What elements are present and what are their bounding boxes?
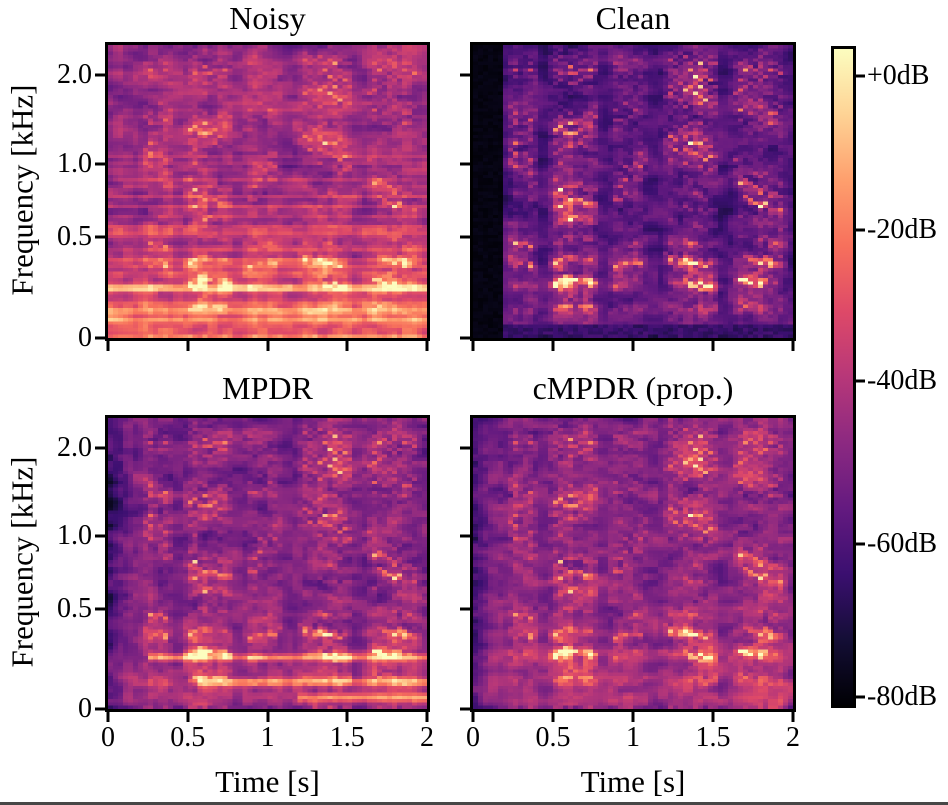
x-tick-mark	[791, 712, 795, 722]
y-tick-mark	[460, 607, 470, 611]
x-tick-mark	[345, 712, 349, 722]
panel-title-cmpdr: cMPDR (prop.)	[532, 370, 734, 406]
colorbar-tick-label: -20dB	[867, 214, 937, 246]
x-tick-mark	[471, 712, 475, 722]
x-tick-label: 0	[101, 722, 115, 753]
x-tick-label: 1	[626, 722, 640, 753]
y-tick-mark	[460, 162, 470, 166]
y-tick-mark	[460, 707, 470, 711]
y-tick-label: 0	[78, 322, 92, 353]
x-tick-mark	[186, 712, 190, 722]
figure-bottom-rule	[0, 802, 948, 805]
y-tick-label: 0	[78, 693, 92, 724]
y-tick-label: 0.5	[57, 592, 92, 624]
x-tick-mark	[425, 712, 429, 722]
spectrogram-canvas-cmpdr	[473, 418, 793, 709]
y-tick-mark	[460, 534, 470, 538]
y-tick-mark	[95, 73, 105, 77]
panel-title-clean: Clean	[595, 0, 671, 36]
panel-title-mpdr: MPDR	[222, 370, 313, 406]
y-tick-mark	[95, 162, 105, 166]
y-tick-label: 1.0	[57, 147, 92, 179]
y-axis-label-top-row: Frequency [kHz]	[4, 84, 40, 296]
y-axis-label-bottom-row: Frequency [kHz]	[4, 456, 40, 668]
colorbar-tick-label: -60dB	[867, 528, 937, 560]
x-axis-label-right-column: Time [s]	[580, 764, 686, 799]
y-tick-mark	[460, 446, 470, 450]
x-tick-mark	[106, 712, 110, 722]
x-tick-mark	[471, 341, 475, 351]
x-tick-mark	[551, 341, 555, 351]
x-tick-label: 1.5	[329, 722, 365, 753]
plot-area-cmpdr: 0 0.5 1 1.5 2	[460, 415, 800, 752]
plot-area-clean	[460, 42, 796, 351]
colorbar-tick-mark	[856, 74, 865, 78]
colorbar-tick-mark	[856, 228, 865, 232]
x-axis-label-left-column: Time [s]	[215, 764, 320, 799]
colorbar-tick-label: -80dB	[867, 681, 937, 713]
x-tick-label: 0.5	[170, 722, 206, 753]
x-tick-mark	[711, 341, 715, 351]
y-tick-mark	[460, 235, 470, 239]
x-tick-label: 2	[420, 722, 434, 753]
x-tick-mark	[711, 712, 715, 722]
x-tick-mark	[551, 712, 555, 722]
spectrogram-canvas-mpdr	[108, 418, 427, 709]
x-tick-mark	[266, 341, 269, 351]
x-tick-label: 1.5	[695, 722, 731, 753]
x-tick-label: 0	[466, 722, 480, 753]
x-tick-mark	[345, 341, 349, 351]
y-tick-mark	[95, 235, 105, 239]
x-tick-mark	[425, 341, 429, 351]
x-tick-mark	[186, 341, 190, 351]
x-tick-mark	[791, 341, 795, 351]
spectrogram-canvas-clean	[473, 45, 793, 338]
colorbar-tick-label: -40dB	[867, 364, 937, 396]
y-tick-mark	[95, 446, 105, 450]
panel-title-noisy: Noisy	[229, 0, 306, 36]
y-tick-label: 1.0	[57, 519, 92, 551]
plot-area-mpdr: 0 0.5 1 1.5 2 2.0 1.0 0.5 0	[57, 415, 434, 752]
x-tick-mark	[631, 341, 635, 351]
y-tick-mark	[95, 707, 105, 711]
colorbar: +0dB -20dB -40dB -60dB -80dB	[831, 46, 937, 711]
y-tick-label: 2.0	[57, 59, 92, 91]
y-tick-mark	[460, 336, 470, 340]
colorbar-tick-mark	[856, 542, 865, 546]
y-tick-label: 2.0	[57, 432, 92, 464]
x-tick-mark	[631, 712, 635, 722]
y-tick-mark	[95, 607, 105, 611]
spectrogram-canvas-noisy	[108, 45, 427, 338]
colorbar-tick-mark	[856, 695, 865, 699]
x-tick-label: 1	[260, 722, 275, 753]
y-tick-mark	[95, 534, 105, 538]
y-tick-mark	[95, 336, 105, 340]
y-tick-mark	[460, 73, 470, 77]
x-tick-mark	[106, 341, 110, 351]
plot-area-noisy: 2.0 1.0 0.5 0	[57, 42, 430, 352]
x-tick-label: 0.5	[535, 722, 571, 753]
x-tick-mark	[266, 712, 269, 722]
y-tick-label: 0.5	[57, 220, 92, 252]
colorbar-tick-mark	[856, 379, 865, 383]
x-tick-label: 2	[786, 722, 800, 753]
colorbar-tick-label: +0dB	[867, 59, 930, 91]
